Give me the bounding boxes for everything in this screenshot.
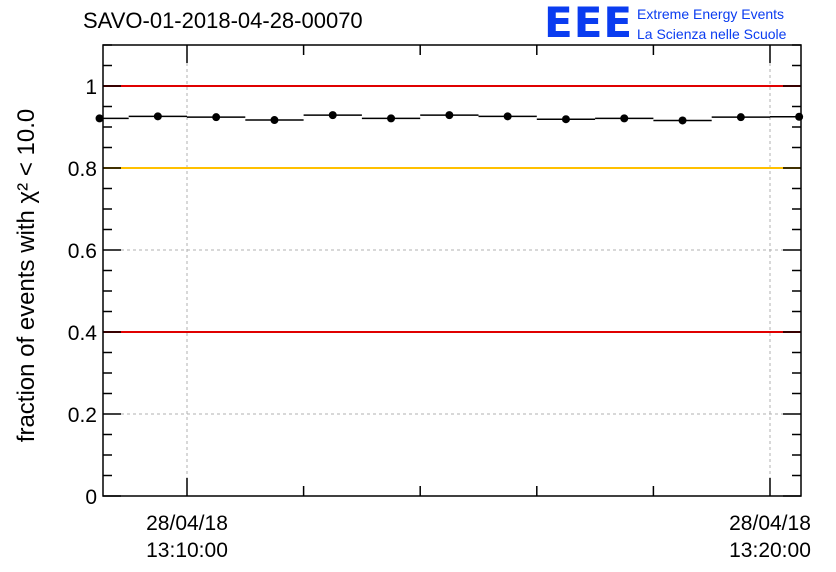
logo-subtitle-line1: Extreme Energy Events [637,6,785,22]
data-point [387,114,396,123]
data-point [153,112,162,121]
data-point [561,115,570,124]
data-point [212,113,221,122]
data-point [95,114,104,123]
data-point [678,116,687,125]
data-point [503,112,512,121]
y-axis-label: fraction of events with χ² < 10.0 [13,109,40,442]
data-point [620,114,629,123]
eee-logo-mark: EEE [544,0,634,47]
data-point [445,111,454,120]
data-point [270,116,279,125]
y-tick-label: 0.8 [68,158,97,181]
data-point [795,112,804,121]
y-tick-label: 0.2 [68,404,97,427]
data-point [328,111,337,120]
data-point [736,113,745,122]
logo-subtitle-line2: La Scienza nelle Scuole [637,26,787,42]
x-tick-label-time: 13:10:00 [146,539,228,562]
y-tick-label: 0.4 [68,322,98,345]
y-tick-label: 1 [85,76,97,99]
chart-title: SAVO-01-2018-04-28-00070 [83,8,363,33]
x-tick-label-date: 28/04/18 [729,512,811,535]
x-tick-label-date: 28/04/18 [146,512,228,535]
y-tick-label: 0 [85,486,97,509]
y-tick-label: 0.6 [68,240,97,263]
x-tick-label-time: 13:20:00 [729,539,811,562]
